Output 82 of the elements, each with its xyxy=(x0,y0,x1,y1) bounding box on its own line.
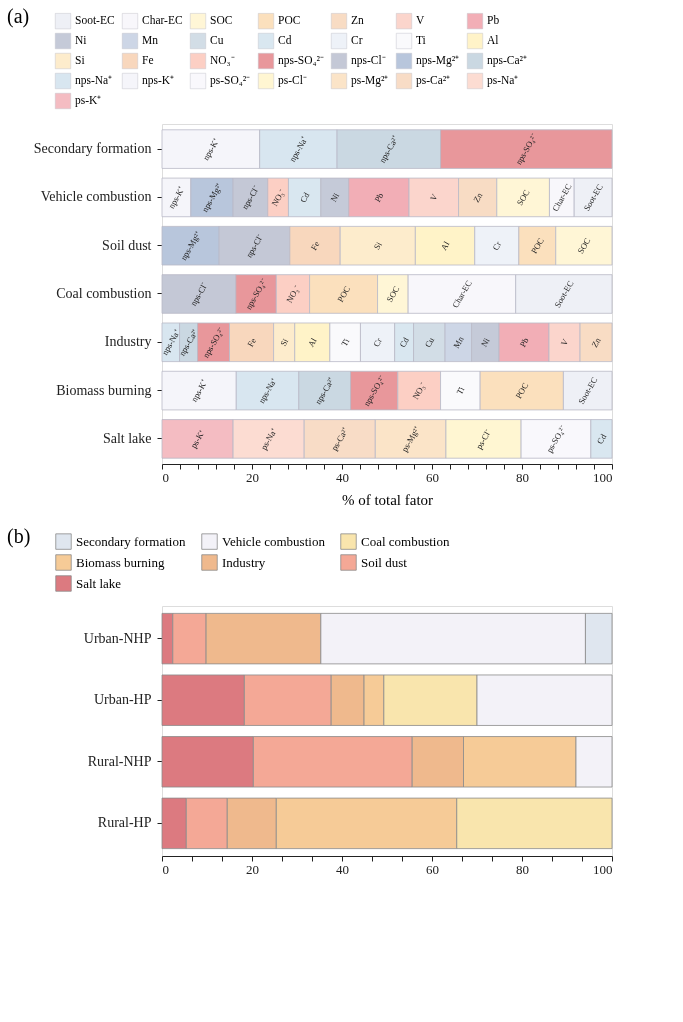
y-tick-label: Soil dust xyxy=(102,237,152,253)
legend-label: Si xyxy=(75,54,85,66)
legend-label: Cr xyxy=(351,34,363,46)
legend-label: ps-K⁺ xyxy=(75,94,102,107)
legend-label: Coal combustion xyxy=(361,533,450,549)
text: Ni xyxy=(328,191,342,204)
y-tick-label: Biomass burning xyxy=(56,382,152,398)
x-axis-title: % of total fator xyxy=(341,491,434,508)
y-tick-label: Coal combustion xyxy=(56,286,152,301)
legend-label: Pb xyxy=(487,14,500,27)
legend-label: Mn xyxy=(142,34,159,46)
legend-label: Industry xyxy=(222,554,266,570)
x-tick-label: 40 xyxy=(336,469,349,485)
x-tick-label: 100 xyxy=(593,861,613,877)
legend-label: Cd xyxy=(278,34,292,46)
legend-label: ps-Na⁺ xyxy=(487,74,519,87)
legend-label: nps-Mg²⁺ xyxy=(416,54,460,67)
legend-label: SOC xyxy=(210,14,233,27)
x-tick-label: 0 xyxy=(162,469,169,485)
x-tick-label: 40 xyxy=(336,861,349,877)
legend-label: Vehicle combustion xyxy=(222,533,326,549)
text: Al xyxy=(305,336,319,349)
y-tick-label: Secondary formation xyxy=(33,141,152,157)
text: Si xyxy=(371,240,384,252)
y-tick-label: Urban-HP xyxy=(93,692,152,708)
chart-title: (a) xyxy=(7,5,30,28)
legend-label: Soil dust xyxy=(361,554,408,570)
y-tick-label: Vehicle combustion xyxy=(40,189,152,205)
text: Cr xyxy=(490,239,504,252)
x-tick-label: 60 xyxy=(426,861,439,877)
legend-label: nps-Ca²⁺ xyxy=(487,54,528,67)
legend-label: ps-Mg²⁺ xyxy=(351,74,389,87)
legend-label: nps-SO₄²⁻ xyxy=(278,54,324,67)
x-tick-label: 60 xyxy=(426,469,439,485)
text: V xyxy=(558,337,571,348)
y-tick-label: Urban-NHP xyxy=(83,630,152,646)
text: Si xyxy=(278,336,291,348)
text: Ti xyxy=(454,384,467,397)
x-tick-label: 0 xyxy=(162,861,169,877)
legend-label: Cu xyxy=(210,34,224,46)
legend-label: Al xyxy=(487,34,499,46)
x-tick-label: 80 xyxy=(516,861,529,877)
legend-label: ps-SO₄²⁻ xyxy=(210,74,251,87)
text: Zn xyxy=(589,335,603,349)
text: Cd xyxy=(397,335,411,350)
y-tick-label: Salt lake xyxy=(102,430,152,446)
text: Fe xyxy=(308,239,322,252)
legend-label: Ti xyxy=(416,34,426,46)
legend-label: Char-EC xyxy=(142,14,183,27)
legend-label: Zn xyxy=(351,14,365,27)
text: Mn xyxy=(451,334,466,350)
y-tick-label: Rural-NHP xyxy=(87,753,152,769)
text: Cd xyxy=(594,432,609,446)
legend-label: Fe xyxy=(142,54,154,66)
text: Cd xyxy=(297,190,312,205)
legend-label: ps-Cl⁻ xyxy=(278,74,307,87)
x-tick-label: 20 xyxy=(246,861,259,877)
x-tick-label: 100 xyxy=(593,469,613,485)
legend-label: Ni xyxy=(75,34,87,46)
legend-label: nps-Na⁺ xyxy=(75,74,113,87)
x-tick-label: 20 xyxy=(246,469,259,485)
text: Cr xyxy=(371,336,385,349)
text: V xyxy=(427,192,440,203)
y-tick-label: Industry xyxy=(104,334,152,350)
legend-label: nps-K⁺ xyxy=(142,74,175,87)
text: Fe xyxy=(245,336,259,349)
legend-label: NO₃⁻ xyxy=(210,54,235,66)
text: Pb xyxy=(372,191,386,204)
legend-label: nps-Cl⁻ xyxy=(351,54,386,67)
text: Cu xyxy=(422,335,437,350)
legend-label: Soot-EC xyxy=(75,14,115,27)
text: Pb xyxy=(517,335,531,349)
text: Ni xyxy=(478,336,492,349)
chart-title: (b) xyxy=(7,525,31,548)
text: Zn xyxy=(470,190,485,204)
x-tick-label: 80 xyxy=(516,469,529,485)
legend-label: POC xyxy=(278,14,301,27)
legend-label: V xyxy=(416,14,425,27)
text: Al xyxy=(438,239,452,252)
legend-label: ps-Ca²⁺ xyxy=(416,74,451,87)
text: Ti xyxy=(339,336,352,348)
y-tick-label: Rural-HP xyxy=(97,815,152,831)
